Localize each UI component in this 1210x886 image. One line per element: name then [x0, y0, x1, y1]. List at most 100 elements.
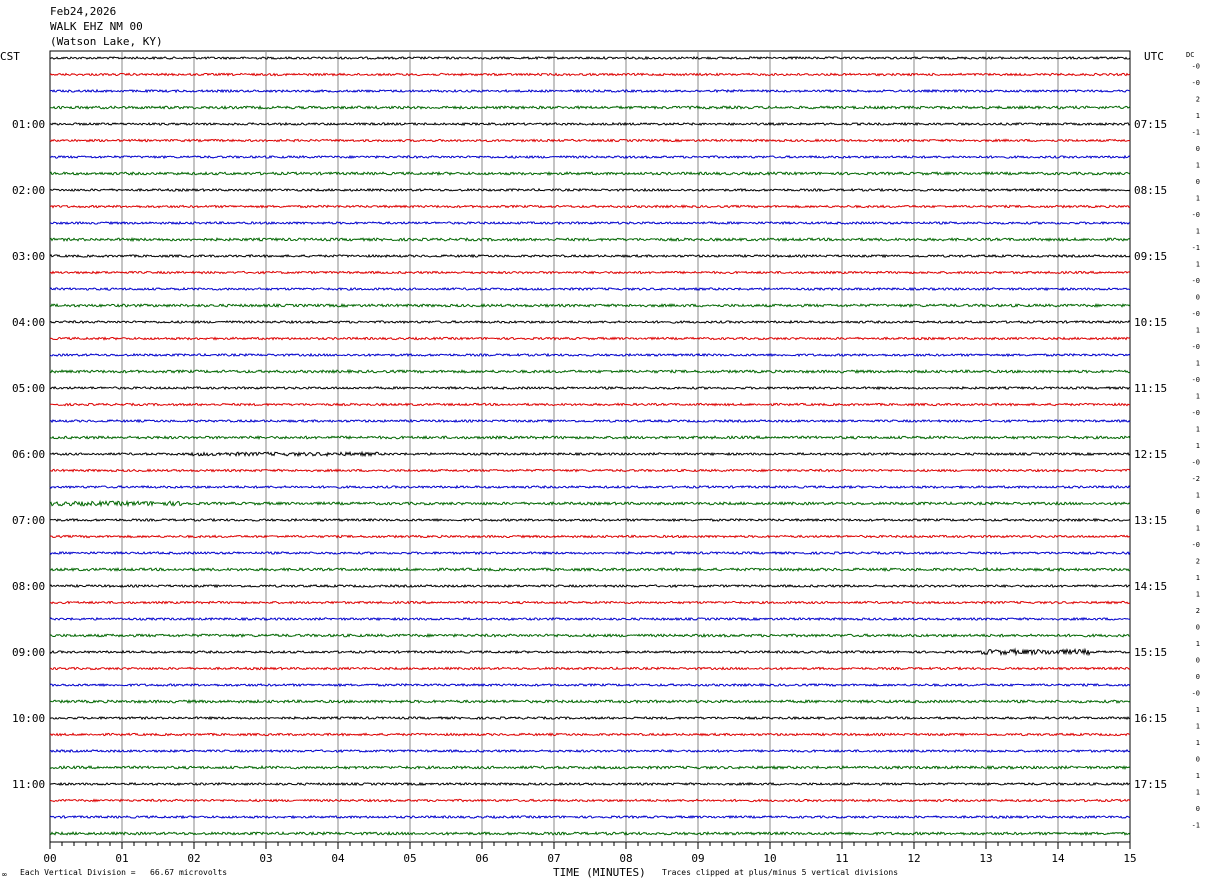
seismic-trace	[49, 732, 1131, 737]
x-tick-label: 05	[403, 852, 416, 865]
dc-offset-label: 1	[1196, 574, 1200, 582]
seismic-trace	[49, 138, 1131, 143]
seismic-trace	[49, 385, 1131, 391]
seismic-trace	[49, 435, 1131, 440]
seismic-trace	[49, 550, 1131, 556]
dc-offset-label: 0	[1196, 293, 1200, 301]
left-hour-label: 03:00	[12, 250, 45, 263]
seismic-trace	[49, 715, 1131, 721]
right-hour-label: 15:15	[1134, 646, 1167, 659]
dc-offset-label: 1	[1196, 590, 1200, 598]
right-timezone-label: UTC	[1144, 50, 1164, 63]
right-hour-label: 08:15	[1134, 184, 1167, 197]
seismic-trace	[49, 253, 1131, 259]
seismic-trace	[49, 566, 1131, 573]
header-station: WALK EHZ NM 00	[50, 20, 143, 33]
dc-offset-label: 0	[1196, 623, 1200, 631]
dc-offset-label: -1	[1192, 128, 1200, 136]
seismic-trace	[49, 319, 1131, 325]
seismic-trace	[49, 368, 1131, 375]
dc-offset-label: 1	[1196, 161, 1200, 169]
seismic-trace	[49, 748, 1131, 754]
dc-offset-label: 1	[1196, 722, 1200, 730]
seismic-trace	[49, 121, 1131, 127]
right-hour-label: 12:15	[1134, 448, 1167, 461]
dc-offset-label: -0	[1192, 310, 1200, 318]
x-tick-label: 04	[331, 852, 345, 865]
seismic-trace	[49, 204, 1131, 209]
seismic-trace	[49, 236, 1131, 243]
dc-offset-label: -0	[1192, 79, 1200, 87]
x-tick-label: 11	[835, 852, 848, 865]
dc-offset-label: 1	[1196, 194, 1200, 202]
seismic-trace	[49, 286, 1131, 292]
left-hour-label: 04:00	[12, 316, 45, 329]
label-group: 00 01 02 03 04 05 06 07 08 09 10 11 12 13 14 15-0-021-1…	[12, 62, 1200, 865]
seismic-trace	[49, 616, 1131, 622]
right-hour-label: 07:15	[1134, 118, 1167, 131]
header-location: (Watson Lake, KY)	[50, 35, 163, 48]
dc-offset-label: 0	[1196, 805, 1200, 813]
dc-offset-label: -0	[1192, 343, 1200, 351]
x-tick-label: 10	[763, 852, 776, 865]
dc-offset-label: 1	[1196, 112, 1200, 120]
dc-offset-label: 1	[1196, 491, 1200, 499]
dc-offset-label: 1	[1196, 739, 1200, 747]
seismic-trace	[49, 765, 1131, 771]
dc-offset-label: 0	[1196, 178, 1200, 186]
seismic-trace	[49, 781, 1131, 787]
seismic-trace	[49, 484, 1131, 490]
trace-group	[49, 55, 1131, 837]
x-tick-label: 00	[43, 852, 56, 865]
x-tick-label: 15	[1123, 852, 1136, 865]
dc-offset-label: 0	[1196, 755, 1200, 763]
dc-offset-label: 0	[1196, 145, 1200, 153]
left-hour-label: 08:00	[12, 580, 45, 593]
x-tick-label: 03	[259, 852, 272, 865]
dc-offset-label: -0	[1192, 458, 1200, 466]
dc-offset-label: 1	[1196, 359, 1200, 367]
seismic-trace	[49, 468, 1131, 473]
dc-offset-label: 1	[1196, 706, 1200, 714]
seismic-trace	[49, 352, 1131, 358]
dc-offset-label: 1	[1196, 524, 1200, 532]
seismic-trace	[49, 632, 1131, 639]
seismic-trace	[49, 698, 1131, 705]
left-hour-label: 11:00	[12, 778, 45, 791]
right-hour-label: 11:15	[1134, 382, 1167, 395]
dc-offset-label: -0	[1192, 211, 1200, 219]
dc-offset-label: 1	[1196, 772, 1200, 780]
dc-offset-label: -1	[1192, 821, 1200, 829]
right-hour-label: 09:15	[1134, 250, 1167, 263]
header-date: Feb24,2026	[50, 5, 117, 18]
seismic-trace	[49, 583, 1131, 589]
footer-clip-note: Traces clipped at plus/minus 5 vertical …	[662, 868, 899, 877]
x-axis-title: TIME (MINUTES)	[553, 866, 646, 879]
dc-offset-label: -2	[1192, 475, 1200, 483]
right-hour-label: 16:15	[1134, 712, 1167, 725]
x-tick-label: 14	[1051, 852, 1065, 865]
seismic-trace	[49, 104, 1131, 110]
seismic-trace	[49, 402, 1131, 407]
seismic-trace	[49, 666, 1131, 671]
seismic-trace	[50, 798, 1131, 803]
seismic-trace	[49, 814, 1131, 820]
seismic-trace	[49, 170, 1131, 177]
dc-offset-label: -0	[1192, 689, 1200, 697]
seismic-trace	[49, 154, 1131, 160]
seismic-trace	[49, 72, 1131, 77]
dc-offset-label: -0	[1192, 62, 1200, 70]
x-tick-label: 12	[907, 852, 920, 865]
dc-offset-label: -0	[1192, 376, 1200, 384]
x-tick-label: 07	[547, 852, 560, 865]
plot-grid	[49, 50, 1131, 849]
dc-header-label: DC	[1186, 51, 1194, 59]
x-tick-label: 09	[691, 852, 704, 865]
seismic-trace	[49, 600, 1131, 605]
x-tick-label: 01	[115, 852, 128, 865]
seismic-trace	[49, 499, 1131, 508]
dc-offset-label: 1	[1196, 442, 1200, 450]
seismic-trace	[49, 647, 1131, 657]
dc-offset-label: 0	[1196, 508, 1200, 516]
